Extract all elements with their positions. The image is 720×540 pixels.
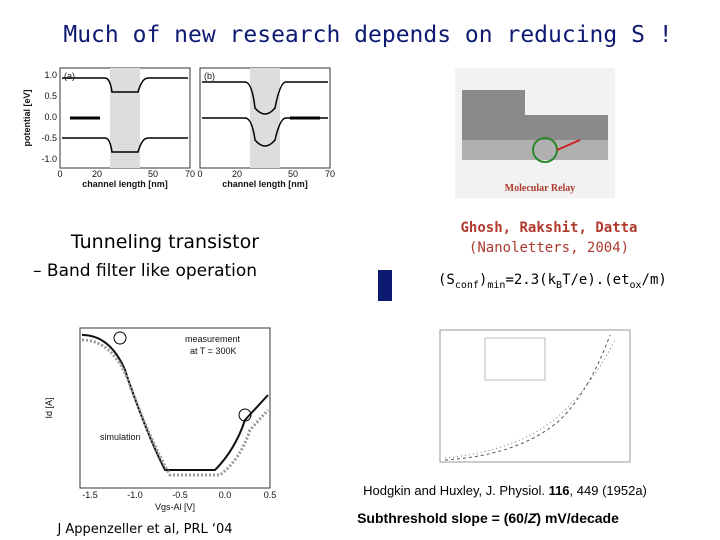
plot-frame [79,327,271,489]
y-tick-label: 0.5 [44,91,57,101]
image-caption: Molecular Relay [505,183,576,194]
text-run: conf [455,280,479,291]
molecular-relay-image: Molecular Relay [455,68,615,198]
legend-box [484,337,546,381]
text-run: Subthreshold slope = (60/ [357,510,528,526]
subthreshold: Subthreshold slope = (60/Z) mV/decade [357,510,619,526]
curve [81,338,270,477]
y-axis-label: Id [A] [44,397,54,418]
panel-label: (b) [204,71,215,81]
citation: J Appenzeller et al, PRL ‘04 [56,522,232,537]
legend-text: at T = 300K [190,346,236,356]
text-run: (S [438,272,455,288]
x-tick-label: 70 [185,169,195,179]
title: Much of new research depends on reducing… [63,22,672,48]
x-tick-label: 0 [197,169,202,179]
circle-marker [238,408,252,422]
x-axis-label: Vgs-Al [V] [155,502,195,512]
text-run: , 449 (1952a) [570,483,647,498]
legend-text: measurement [185,334,241,344]
gate-region [110,68,140,168]
legend-text: simulation [100,432,141,442]
curve [444,339,616,459]
text-run: T/e).(et [562,272,629,288]
y-tick-label: -1.0 [41,154,57,164]
x-tick-label: 0.5 [264,490,277,500]
plot-frame [439,329,631,463]
y-tick-label: -0.5 [41,133,57,143]
x-axis-label: channel length [nm] [82,179,168,189]
x-axis-label: channel length [nm] [222,179,308,189]
panel-label: (a) [64,71,75,81]
text-run: ) [479,272,487,288]
text-run: Z [527,510,537,526]
band-curve [202,117,328,147]
text-run: ) mV/decade [536,510,619,526]
text-run: ox [630,280,642,291]
text-run: 116 [549,483,570,498]
band-diagram-figure: (a) (b) potential [eV] 1.0 0.5 0.0 -0.5 -1.0 cha… [22,67,335,189]
x-tick-label: 20 [232,169,242,179]
y-tick-label: 1.0 [44,70,57,80]
marker-bar [378,270,392,301]
formula: (Sconf)min=2.3(kBT/e).(etox/m) [438,272,667,291]
journal: (Nanoletters, 2004) [469,240,629,256]
hodgkin-citation: Hodgkin and Huxley, J. Physiol. 116, 449… [363,483,647,498]
circle-marker [113,331,127,345]
y-axis-label: potential [eV] [22,89,32,146]
heading: Tunneling transistor [70,231,259,253]
text-run: Hodgkin and Huxley, J. Physiol. [363,483,548,498]
text-run: =2.3(k [505,272,556,288]
authors: Ghosh, Rakshit, Datta [460,220,637,236]
x-tick-label: -1.0 [127,490,143,500]
x-tick-label: -1.5 [82,490,98,500]
bond [556,139,581,151]
hodgkin-figure [439,329,631,463]
x-tick-label: 0.0 [219,490,232,500]
x-tick-label: 20 [92,169,102,179]
text-run: B [556,280,562,291]
bullet: – Band filter like operation [33,261,257,281]
x-tick-label: 50 [288,169,298,179]
curve [81,334,269,471]
transfer-curve-figure: Id [A] Vgs-Al [V] -1.5 -1.0 -0.5 0.0 0.5 measur… [44,327,277,512]
band-curve [62,77,188,93]
text-run: /m) [642,272,667,288]
x-tick-label: 50 [148,169,158,179]
curve [444,334,611,461]
x-tick-label: 70 [325,169,335,179]
band-curve [202,81,328,115]
x-tick-label: 0 [57,169,62,179]
oxide [462,140,608,160]
x-tick-label: -0.5 [172,490,188,500]
text-run: min [487,280,505,291]
y-tick-label: 0.0 [44,112,57,122]
gate-region [250,68,280,168]
band-curve [62,137,188,153]
